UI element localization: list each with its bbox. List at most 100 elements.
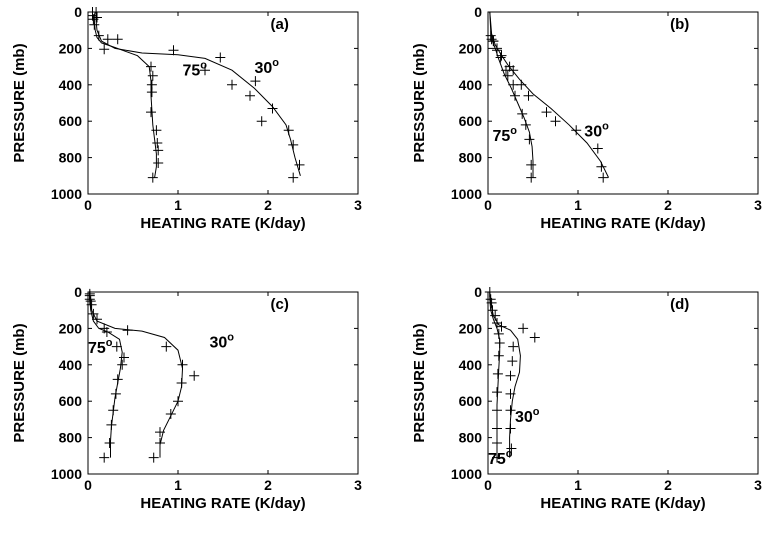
y-axis-label: PRESSURE (mb) — [11, 323, 28, 442]
plus-marker — [516, 79, 527, 90]
latitude-value: 30 — [515, 409, 533, 426]
plus-marker — [99, 452, 110, 463]
degree-sign: o — [506, 448, 513, 460]
plus-marker — [524, 134, 535, 145]
y-tick-label: 200 — [59, 40, 83, 56]
plus-marker — [493, 350, 504, 361]
plus-marker — [106, 419, 117, 430]
plus-marker — [155, 427, 165, 438]
x-tick-label: 2 — [264, 197, 272, 213]
latitude-value: 75 — [88, 340, 106, 357]
plus-marker — [177, 359, 188, 370]
y-tick-label: 200 — [459, 40, 483, 56]
plus-marker — [518, 323, 529, 334]
plus-marker — [147, 172, 158, 183]
y-tick-label: 600 — [59, 393, 83, 409]
plus-marker — [502, 70, 513, 81]
plus-marker — [101, 327, 112, 338]
plus-marker — [92, 314, 102, 325]
x-tick-label: 0 — [484, 477, 492, 493]
plus-marker — [89, 19, 100, 30]
plus-marker — [505, 388, 516, 399]
plus-marker — [122, 325, 133, 336]
plus-marker — [493, 328, 504, 339]
y-axis-label: PRESSURE (mb) — [411, 43, 428, 162]
x-tick-label: 3 — [354, 197, 362, 213]
plus-marker — [508, 341, 519, 352]
plus-marker — [152, 138, 163, 149]
series-line-1 — [489, 11, 534, 178]
plus-marker — [200, 65, 210, 76]
plus-marker — [215, 52, 226, 63]
plus-marker — [510, 90, 520, 101]
plus-marker — [496, 50, 507, 61]
latitude-label: 75o — [488, 448, 513, 468]
x-tick-label: 1 — [574, 197, 582, 213]
plus-marker — [147, 70, 158, 81]
plus-marker — [492, 45, 502, 56]
x-tick-label: 2 — [664, 197, 672, 213]
x-tick-label: 0 — [84, 197, 92, 213]
plus-marker — [117, 359, 128, 370]
degree-sign: o — [272, 57, 279, 69]
plus-marker — [571, 125, 582, 136]
plus-marker — [146, 107, 156, 118]
y-tick-label: 0 — [474, 284, 482, 300]
plus-marker — [92, 12, 102, 23]
plus-marker — [508, 65, 519, 76]
series-line-3 — [489, 291, 521, 458]
series-line-1 — [93, 11, 157, 178]
plus-marker — [492, 368, 503, 379]
y-tick-label: 600 — [59, 113, 83, 129]
plus-marker — [153, 158, 164, 169]
plus-marker — [505, 423, 516, 434]
degree-sign: o — [533, 406, 540, 418]
latitude-value: 30 — [584, 124, 602, 141]
latitude-value: 75 — [183, 63, 201, 80]
y-axis-label: PRESSURE (mb) — [11, 43, 28, 162]
plus-marker — [283, 125, 294, 136]
y-tick-label: 600 — [459, 113, 483, 129]
plus-marker — [99, 44, 110, 55]
y-tick-label: 800 — [59, 430, 83, 446]
plus-marker — [520, 119, 531, 130]
plot-frame — [487, 291, 759, 475]
plus-marker — [506, 443, 517, 454]
plus-marker — [486, 297, 497, 308]
plus-marker — [294, 159, 305, 170]
x-axis-label: HEATING RATE (K/day) — [140, 495, 305, 512]
panel-label: (a) — [271, 16, 289, 33]
latitude-value: 75 — [488, 451, 506, 468]
plus-marker — [256, 116, 267, 127]
y-tick-label: 0 — [474, 4, 482, 20]
plus-marker — [492, 423, 502, 434]
plus-marker — [486, 34, 497, 45]
plus-marker — [596, 161, 607, 172]
plus-marker — [592, 143, 603, 154]
x-axis-label: HEATING RATE (K/day) — [140, 215, 305, 232]
y-tick-label: 400 — [59, 357, 83, 373]
degree-sign: o — [106, 337, 113, 349]
plus-marker — [148, 452, 159, 463]
degree-sign: o — [510, 125, 517, 137]
y-tick-label: 600 — [459, 393, 483, 409]
plus-marker — [84, 290, 95, 301]
latitude-label: 75o — [183, 60, 208, 80]
degree-sign: o — [227, 332, 234, 344]
x-tick-label: 3 — [354, 477, 362, 493]
series-line-3 — [95, 11, 301, 176]
latitude-value: 30 — [255, 60, 273, 77]
plus-marker — [267, 103, 278, 114]
x-tick-label: 1 — [174, 477, 182, 493]
plus-marker — [598, 172, 609, 183]
series-line-3 — [89, 292, 184, 458]
plus-marker — [492, 438, 502, 449]
plus-marker — [112, 34, 123, 45]
plus-marker — [102, 34, 113, 45]
plus-marker — [245, 90, 255, 101]
latitude-label: 75o — [493, 125, 518, 145]
x-tick-label: 3 — [754, 477, 762, 493]
